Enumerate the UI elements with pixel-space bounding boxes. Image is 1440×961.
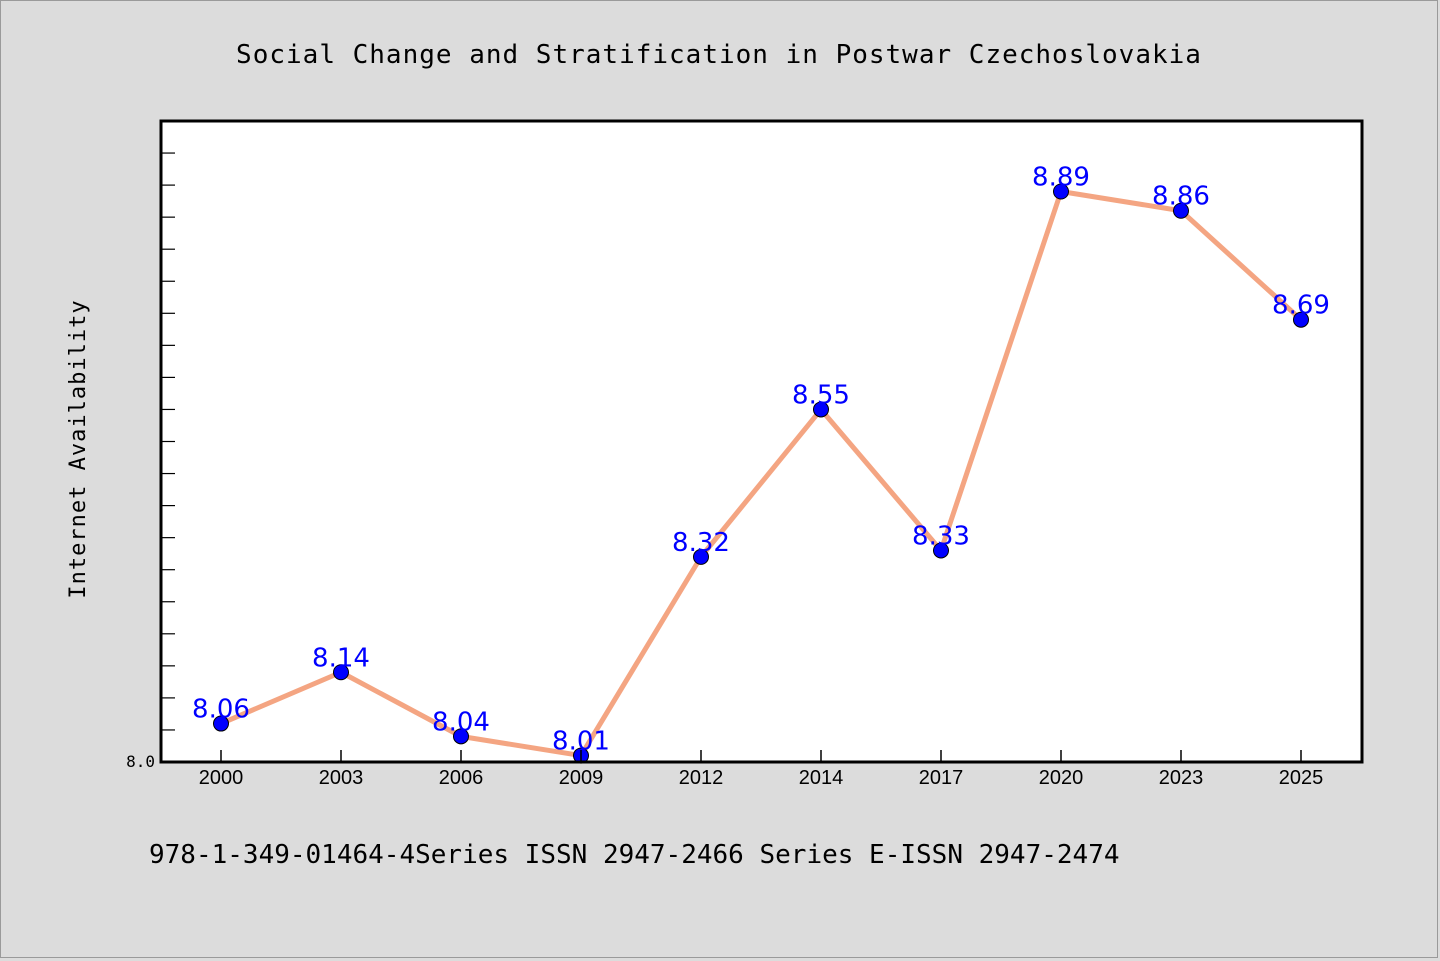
- data-point-2000: [213, 715, 229, 732]
- plot-border: [159, 119, 1364, 764]
- series-line: [220, 189, 1303, 759]
- data-labels: 8.068.148.048.018.328.558.338.898.868.69: [192, 163, 1330, 757]
- footer-isbn-issn: 978-1-349-01464-4Series ISSN 2947-2466 S…: [149, 840, 1120, 870]
- x-tick-label-2023: 2023: [1159, 767, 1204, 789]
- data-label-2000: 8.06: [192, 695, 250, 725]
- plot-area: [161, 121, 1362, 762]
- x-tick-labels: 2000 2003 2006 2009 2012 2014 2017 2020 2023 2025: [199, 750, 1324, 789]
- data-point-2020: [1053, 183, 1069, 200]
- x-tick-label-2006: 2006: [439, 767, 484, 789]
- chart-title: Social Change and Stratification in Post…: [236, 40, 1202, 70]
- data-point-2012: [693, 548, 709, 565]
- data-point-2014: [813, 401, 829, 418]
- x-tick-label-2014: 2014: [799, 767, 844, 789]
- data-point-2025: [1293, 311, 1309, 328]
- data-point-2003: [333, 664, 349, 681]
- x-tick-label-2003: 2003: [319, 767, 364, 789]
- x-tick-label-2025: 2025: [1279, 767, 1324, 789]
- data-label-2012: 8.32: [672, 528, 730, 558]
- series-line-group: [220, 189, 1303, 759]
- x-tick-label-2012: 2012: [679, 767, 724, 789]
- x-tick-label-2000: 2000: [199, 767, 244, 789]
- data-label-2020: 8.89: [1032, 163, 1090, 193]
- data-label-2017: 8.33: [912, 521, 970, 551]
- x-tick-label-2020: 2020: [1039, 767, 1084, 789]
- data-label-2025: 8.69: [1272, 291, 1330, 321]
- data-label-2003: 8.14: [312, 643, 370, 673]
- data-label-2023: 8.86: [1152, 182, 1210, 212]
- data-label-2006: 8.04: [432, 707, 490, 737]
- x-tick-label-2009: 2009: [559, 767, 604, 789]
- x-tick-label-2017: 2017: [919, 767, 964, 789]
- data-points: [213, 183, 1309, 764]
- data-point-2017: [933, 542, 949, 559]
- y-axis-label: Internet Availability: [66, 299, 91, 598]
- data-point-2006: [453, 728, 469, 745]
- data-point-2023: [1173, 202, 1189, 219]
- data-label-2014: 8.55: [792, 380, 850, 410]
- y-tick-label-8-0: 8.0: [126, 752, 155, 771]
